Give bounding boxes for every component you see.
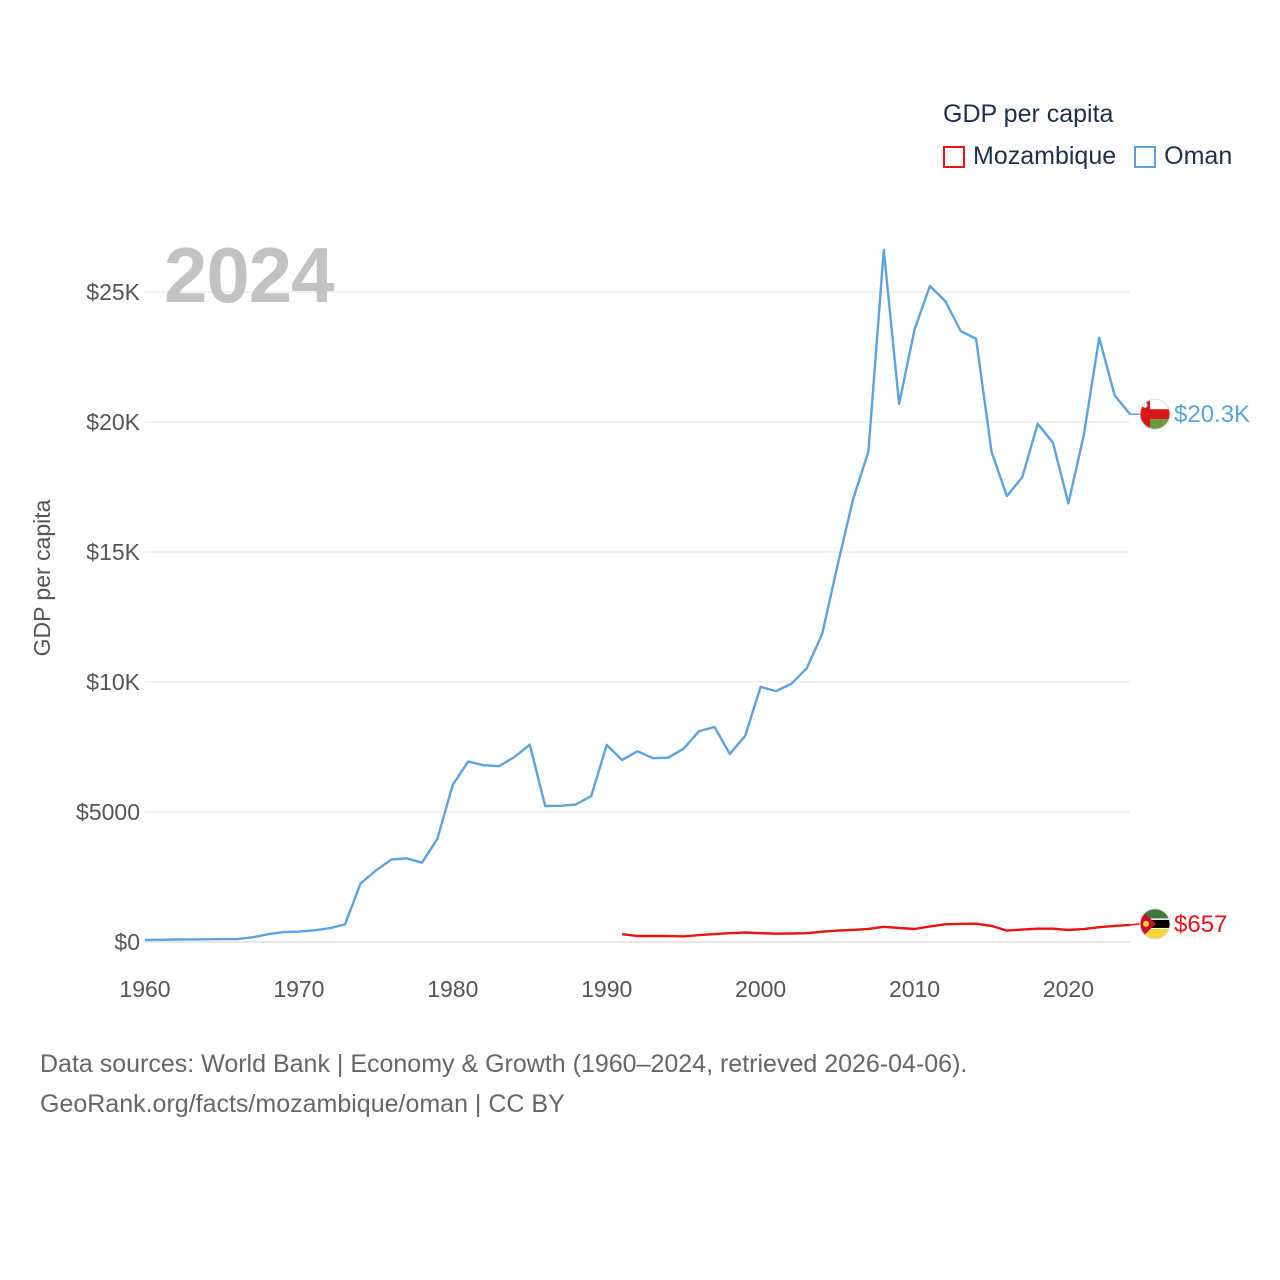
y-tick-label: $25K xyxy=(86,279,140,305)
oman-flag-border xyxy=(1139,398,1171,430)
x-tick-label: 1960 xyxy=(119,976,170,1002)
gdp-line-chart: $0 $5000 $10K $15K $20K $25K 1960 1970 1980 1990 2… xyxy=(29,248,1250,1002)
y-tick-label: $10K xyxy=(86,669,140,695)
x-tick-label: 1990 xyxy=(581,976,632,1002)
x-tick-label: 2020 xyxy=(1043,976,1094,1002)
mozambique-end-value-label: $657 xyxy=(1174,911,1227,938)
footer-sources: Data sources: World Bank | Economy & Gro… xyxy=(40,1050,968,1078)
legend-title: GDP per capita xyxy=(943,100,1114,128)
series-line-oman xyxy=(144,248,1131,942)
y-axis-title: GDP per capita xyxy=(29,499,55,656)
legend: Mozambique Oman xyxy=(943,142,1250,171)
legend-item-mozambique[interactable]: Mozambique xyxy=(943,142,1116,171)
y-tick-label: $15K xyxy=(86,539,140,565)
x-tick-label: 1970 xyxy=(273,976,324,1002)
x-tick-label: 1980 xyxy=(427,976,478,1002)
legend-swatch-mozambique xyxy=(943,145,965,168)
legend-swatch-oman xyxy=(1134,145,1157,168)
mozambique-flag-icon xyxy=(1140,908,1170,939)
mozambique-end-connector xyxy=(1129,923,1141,926)
oman-end-value-label: $20.3K xyxy=(1174,401,1250,428)
y-tick-label: $0 xyxy=(114,929,140,955)
x-tick-label: 2010 xyxy=(889,976,940,1002)
y-tick-label: $20K xyxy=(86,409,140,435)
legend-item-oman[interactable]: Oman xyxy=(1134,142,1232,171)
legend-label-mozambique: Mozambique xyxy=(973,142,1117,170)
year-label: 2024 xyxy=(164,231,335,319)
legend-label-oman: Oman xyxy=(1164,142,1233,170)
footer: Data sources: World Bank | Economy & Gro… xyxy=(40,1044,967,1124)
footer-link[interactable]: GeoRank.org/facts/mozambique/oman | CC B… xyxy=(40,1090,565,1118)
mozambique-flag-border xyxy=(1139,908,1171,940)
x-tick-label: 2000 xyxy=(735,976,786,1002)
series-line-mozambique xyxy=(621,922,1131,938)
y-tick-label: $5000 xyxy=(76,799,140,825)
